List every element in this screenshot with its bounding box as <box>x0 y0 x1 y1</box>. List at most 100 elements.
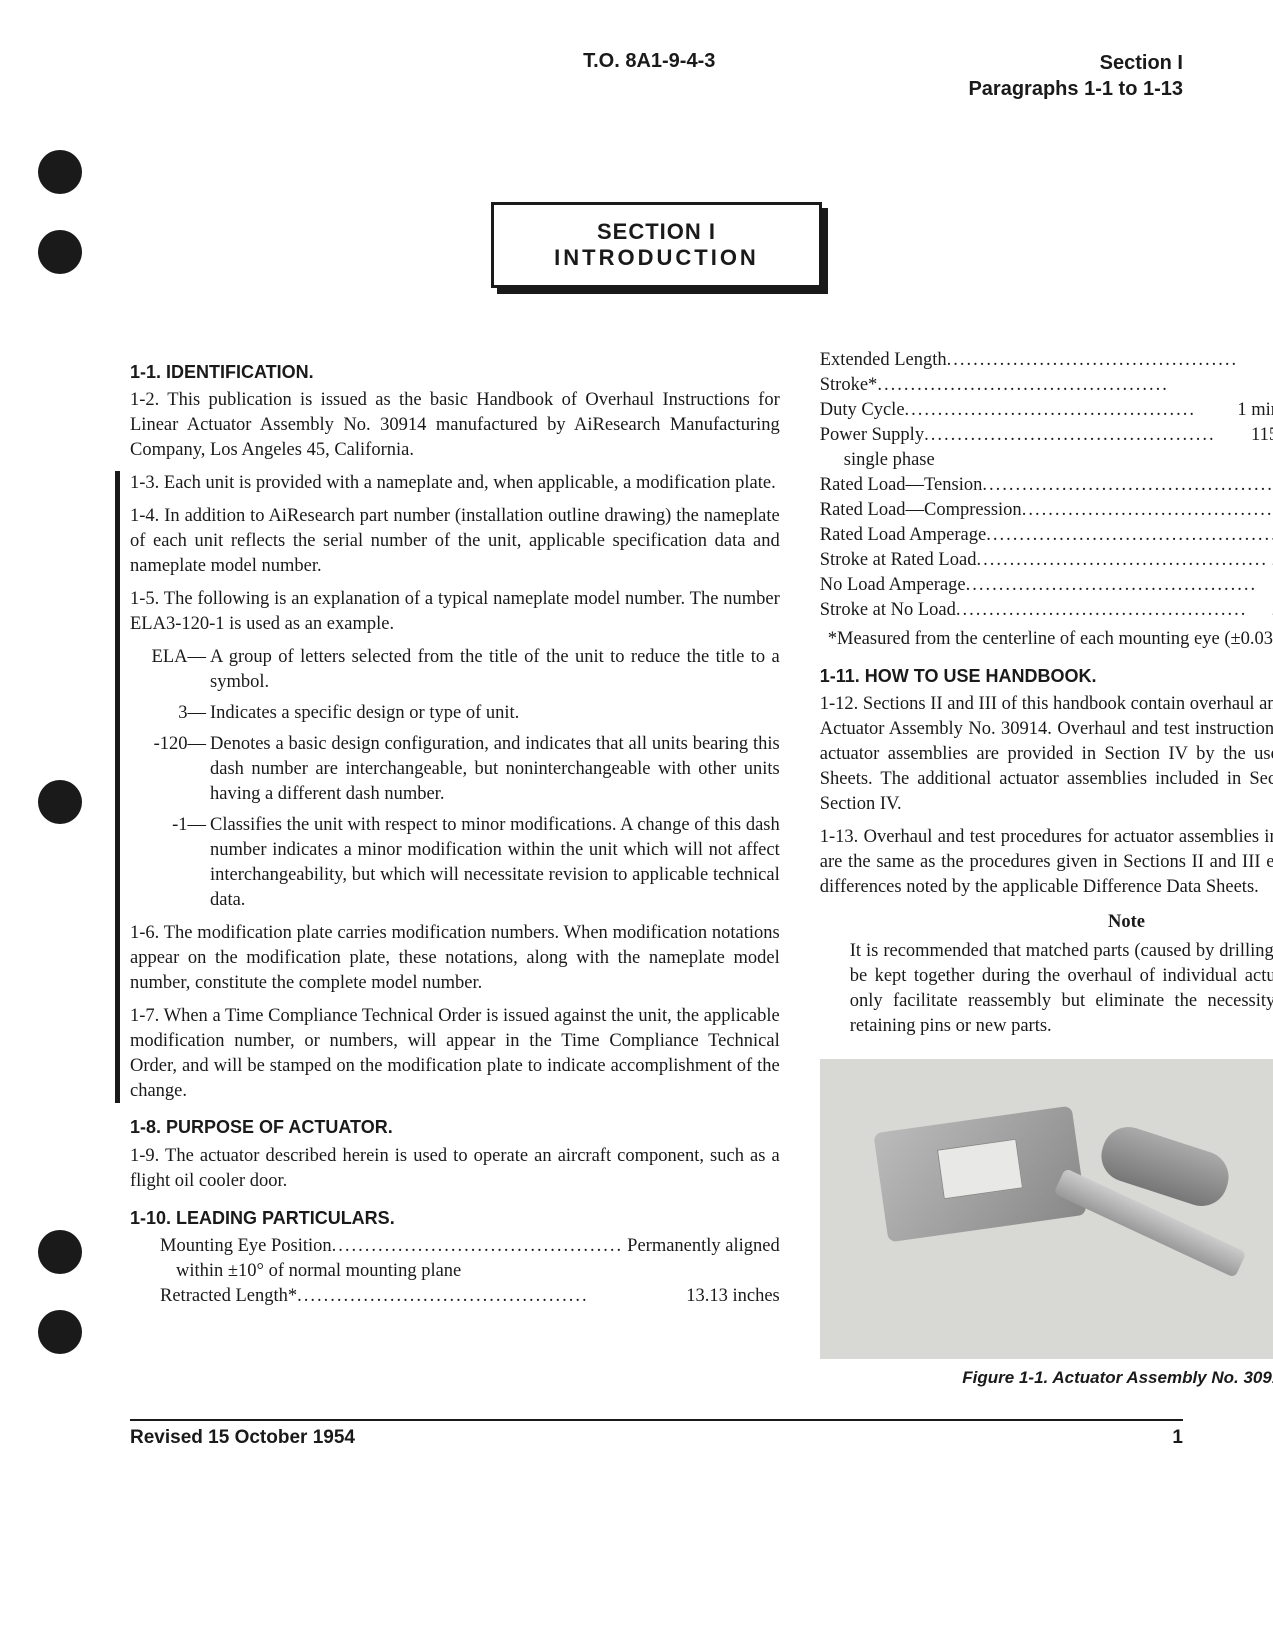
para-1-4: 1-4. In addition to AiResearch part numb… <box>130 504 780 579</box>
def-term: -120— <box>150 732 210 807</box>
section-title-box: SECTION I INTRODUCTION <box>491 202 822 288</box>
def-desc: A group of letters selected from the tit… <box>210 645 780 695</box>
heading-purpose: 1-8. PURPOSE OF ACTUATOR. <box>130 1115 780 1139</box>
spec-value: 115 volts AC, 400 cycle, <box>1247 423 1273 448</box>
punch-hole <box>38 150 82 194</box>
def-3: 3— Indicates a specific design or type o… <box>150 701 780 726</box>
def-1: -1— Classifies the unit with respect to … <box>150 813 780 913</box>
spec-value: 22 seconds maximum <box>1268 548 1273 573</box>
figure-1-1: Figure 1-1. Actuator Assembly No. 30914 <box>820 1059 1273 1390</box>
para-1-12: 1-12. Sections II and III of this handbo… <box>820 692 1273 817</box>
leader-dots <box>877 373 1273 398</box>
nameplate-icon <box>937 1138 1023 1199</box>
spec-extended: Extended Length19.00 inches <box>820 348 1273 373</box>
spec-label: Retracted Length* <box>160 1284 297 1309</box>
leader-dots <box>947 348 1273 373</box>
note-heading: Note <box>820 910 1273 935</box>
section-number: SECTION I <box>554 219 759 245</box>
spec-label: Rated Load—Tension <box>820 473 983 498</box>
spec-block-right: Extended Length19.00 inches Stroke*5.87 … <box>820 348 1273 652</box>
spec-stroke-noload: Stroke at No Load 20 seconds maximum <box>820 598 1273 623</box>
para-1-7: 1-7. When a Time Compliance Technical Or… <box>130 1004 780 1104</box>
spec-label: Rated Load Amperage <box>820 523 986 548</box>
spec-value: 20 seconds maximum <box>1268 598 1273 623</box>
def-desc: Denotes a basic design configuration, an… <box>210 732 780 807</box>
def-120: -120— Denotes a basic design configurati… <box>150 732 780 807</box>
def-term: -1— <box>150 813 210 913</box>
two-column-layout: 1-1. IDENTIFICATION. 1-2. This publicati… <box>130 348 1183 1389</box>
change-bar-block: 1-3. Each unit is provided with a namepl… <box>115 471 780 1103</box>
leader-dots <box>956 598 1268 623</box>
spec-stroke-rated: Stroke at Rated Load 22 seconds maximum <box>820 548 1273 573</box>
spec-label: Mounting Eye Position <box>160 1234 332 1259</box>
heading-howto: 1-11. HOW TO USE HANDBOOK. <box>820 664 1273 688</box>
spec-label: Duty Cycle <box>820 398 905 423</box>
spec-label: Extended Length <box>820 348 947 373</box>
spec-label: Stroke at No Load <box>820 598 956 623</box>
para-1-9: 1-9. The actuator described herein is us… <box>130 1144 780 1194</box>
right-column: Extended Length19.00 inches Stroke*5.87 … <box>820 348 1273 1389</box>
paragraphs-label: Paragraphs 1-1 to 1-13 <box>968 76 1183 102</box>
leader-dots <box>982 473 1273 498</box>
spec-tension: Rated Load—Tension375 pounds <box>820 473 1273 498</box>
punch-holes <box>30 0 90 1647</box>
revised-date: Revised 15 October 1954 <box>130 1427 355 1449</box>
page-footer: Revised 15 October 1954 1 <box>130 1419 1183 1449</box>
spec-stroke: Stroke*5.87 inches <box>820 373 1273 398</box>
spec-value: Permanently aligned <box>623 1234 780 1259</box>
page-header: T.O. 8A1-9-4-3 Section I Paragraphs 1-1 … <box>130 50 1183 102</box>
spec-mounting-line2: within ±10° of normal mounting plane <box>176 1259 780 1284</box>
heading-identification: 1-1. IDENTIFICATION. <box>130 360 780 384</box>
spec-label: Stroke* <box>820 373 878 398</box>
para-1-5: 1-5. The following is an explanation of … <box>130 587 780 637</box>
model-number-definitions: ELA— A group of letters selected from th… <box>150 645 780 913</box>
punch-hole <box>38 1310 82 1354</box>
figure-caption: Figure 1-1. Actuator Assembly No. 30914 <box>820 1367 1273 1390</box>
para-1-6: 1-6. The modification plate carries modi… <box>130 921 780 996</box>
spec-value: 13.13 inches <box>682 1284 780 1309</box>
spec-retracted: Retracted Length* 13.13 inches <box>160 1284 780 1309</box>
spec-noload-amp: No Load Amperage1.2 amps maximum <box>820 573 1273 598</box>
leader-dots <box>1022 498 1273 523</box>
punch-hole <box>38 780 82 824</box>
spec-compression: Rated Load—Compression200 pounds <box>820 498 1273 523</box>
leader-dots <box>297 1284 682 1309</box>
left-column: 1-1. IDENTIFICATION. 1-2. This publicati… <box>130 348 780 1389</box>
spec-label: Rated Load—Compression <box>820 498 1022 523</box>
def-term: 3— <box>150 701 210 726</box>
punch-hole <box>38 230 82 274</box>
header-right: Section I Paragraphs 1-1 to 1-13 <box>968 50 1183 102</box>
def-desc: Indicates a specific design or type of u… <box>210 701 780 726</box>
leader-dots <box>905 398 1234 423</box>
para-1-3: 1-3. Each unit is provided with a namepl… <box>130 471 780 496</box>
spec-power-line2: single phase <box>844 448 1273 473</box>
leader-dots <box>976 548 1268 573</box>
heading-particulars: 1-10. LEADING PARTICULARS. <box>130 1206 780 1230</box>
spec-duty: Duty Cycle 1 minute on, 9 minutes off <box>820 398 1273 423</box>
spec-rated-amp: Rated Load Amperage1.5 amps maximum <box>820 523 1273 548</box>
def-desc: Classifies the unit with respect to mino… <box>210 813 780 913</box>
document-page: T.O. 8A1-9-4-3 Section I Paragraphs 1-1 … <box>0 0 1273 1647</box>
def-ela: ELA— A group of letters selected from th… <box>150 645 780 695</box>
leader-dots <box>924 423 1247 448</box>
spec-label: No Load Amperage <box>820 573 966 598</box>
to-number: T.O. 8A1-9-4-3 <box>130 50 968 102</box>
leader-dots <box>986 523 1273 548</box>
spec-value: 1 minute on, 9 minutes off <box>1233 398 1273 423</box>
spec-block-left: Mounting Eye Position Permanently aligne… <box>160 1234 780 1309</box>
spec-label: Power Supply <box>820 423 924 448</box>
spec-label: Stroke at Rated Load <box>820 548 977 573</box>
section-name: INTRODUCTION <box>554 245 759 271</box>
punch-hole <box>38 1230 82 1274</box>
spec-footnote: *Measured from the centerline of each mo… <box>838 627 1273 652</box>
para-1-13: 1-13. Overhaul and test procedures for a… <box>820 825 1273 900</box>
note-body: It is recommended that matched parts (ca… <box>850 939 1273 1039</box>
section-label: Section I <box>968 50 1183 76</box>
leader-dots <box>332 1234 624 1259</box>
def-term: ELA— <box>150 645 210 695</box>
actuator-photo <box>820 1059 1273 1359</box>
leader-dots <box>966 573 1273 598</box>
spec-mounting: Mounting Eye Position Permanently aligne… <box>160 1234 780 1259</box>
para-1-2: 1-2. This publication is issued as the b… <box>130 388 780 463</box>
spec-power: Power Supply 115 volts AC, 400 cycle, <box>820 423 1273 448</box>
